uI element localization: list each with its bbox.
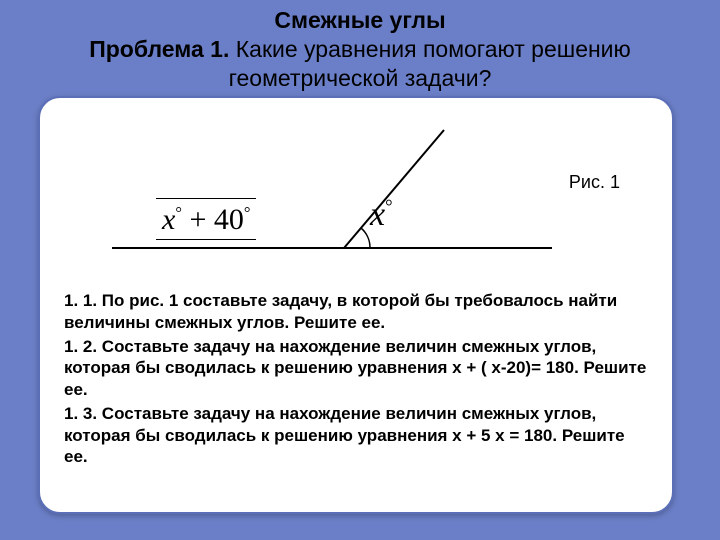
figure-area: x° + 40° x° Рис. 1: [64, 126, 648, 268]
var-x: x: [370, 196, 385, 233]
task-1-1: 1. 1. По рис. 1 составьте задачу, в кото…: [64, 290, 648, 334]
plus-operator: +: [182, 203, 214, 236]
degree-symbol: °: [175, 203, 182, 222]
angle-diagram: [112, 126, 552, 268]
content-card: x° + 40° x° Рис. 1 1. 1. По рис. 1 соста…: [38, 96, 674, 514]
var-x: x: [162, 203, 175, 236]
degree-symbol: °: [385, 197, 392, 218]
figure-caption: Рис. 1: [569, 172, 620, 193]
angle-arc: [361, 228, 370, 248]
slide-title: Смежные углы: [40, 6, 680, 35]
constant-40: 40: [214, 203, 244, 236]
left-angle-expression: x° + 40°: [156, 198, 256, 240]
degree-symbol: °: [244, 203, 251, 222]
problem-number: Проблема 1.: [89, 36, 229, 62]
task-1-3: 1. 3. Составьте задачу на нахождение вел…: [64, 403, 648, 468]
right-angle-expression: x°: [370, 196, 393, 234]
task-list: 1. 1. По рис. 1 составьте задачу, в кото…: [64, 290, 648, 468]
task-1-2: 1. 2. Составьте задачу на нахождение вел…: [64, 336, 648, 401]
slide-header: Смежные углы Проблема 1. Какие уравнения…: [40, 6, 680, 92]
problem-question: Какие уравнения помогают решению геометр…: [229, 36, 631, 91]
angle-ray: [344, 130, 444, 248]
slide-subtitle: Проблема 1. Какие уравнения помогают реш…: [40, 35, 680, 93]
